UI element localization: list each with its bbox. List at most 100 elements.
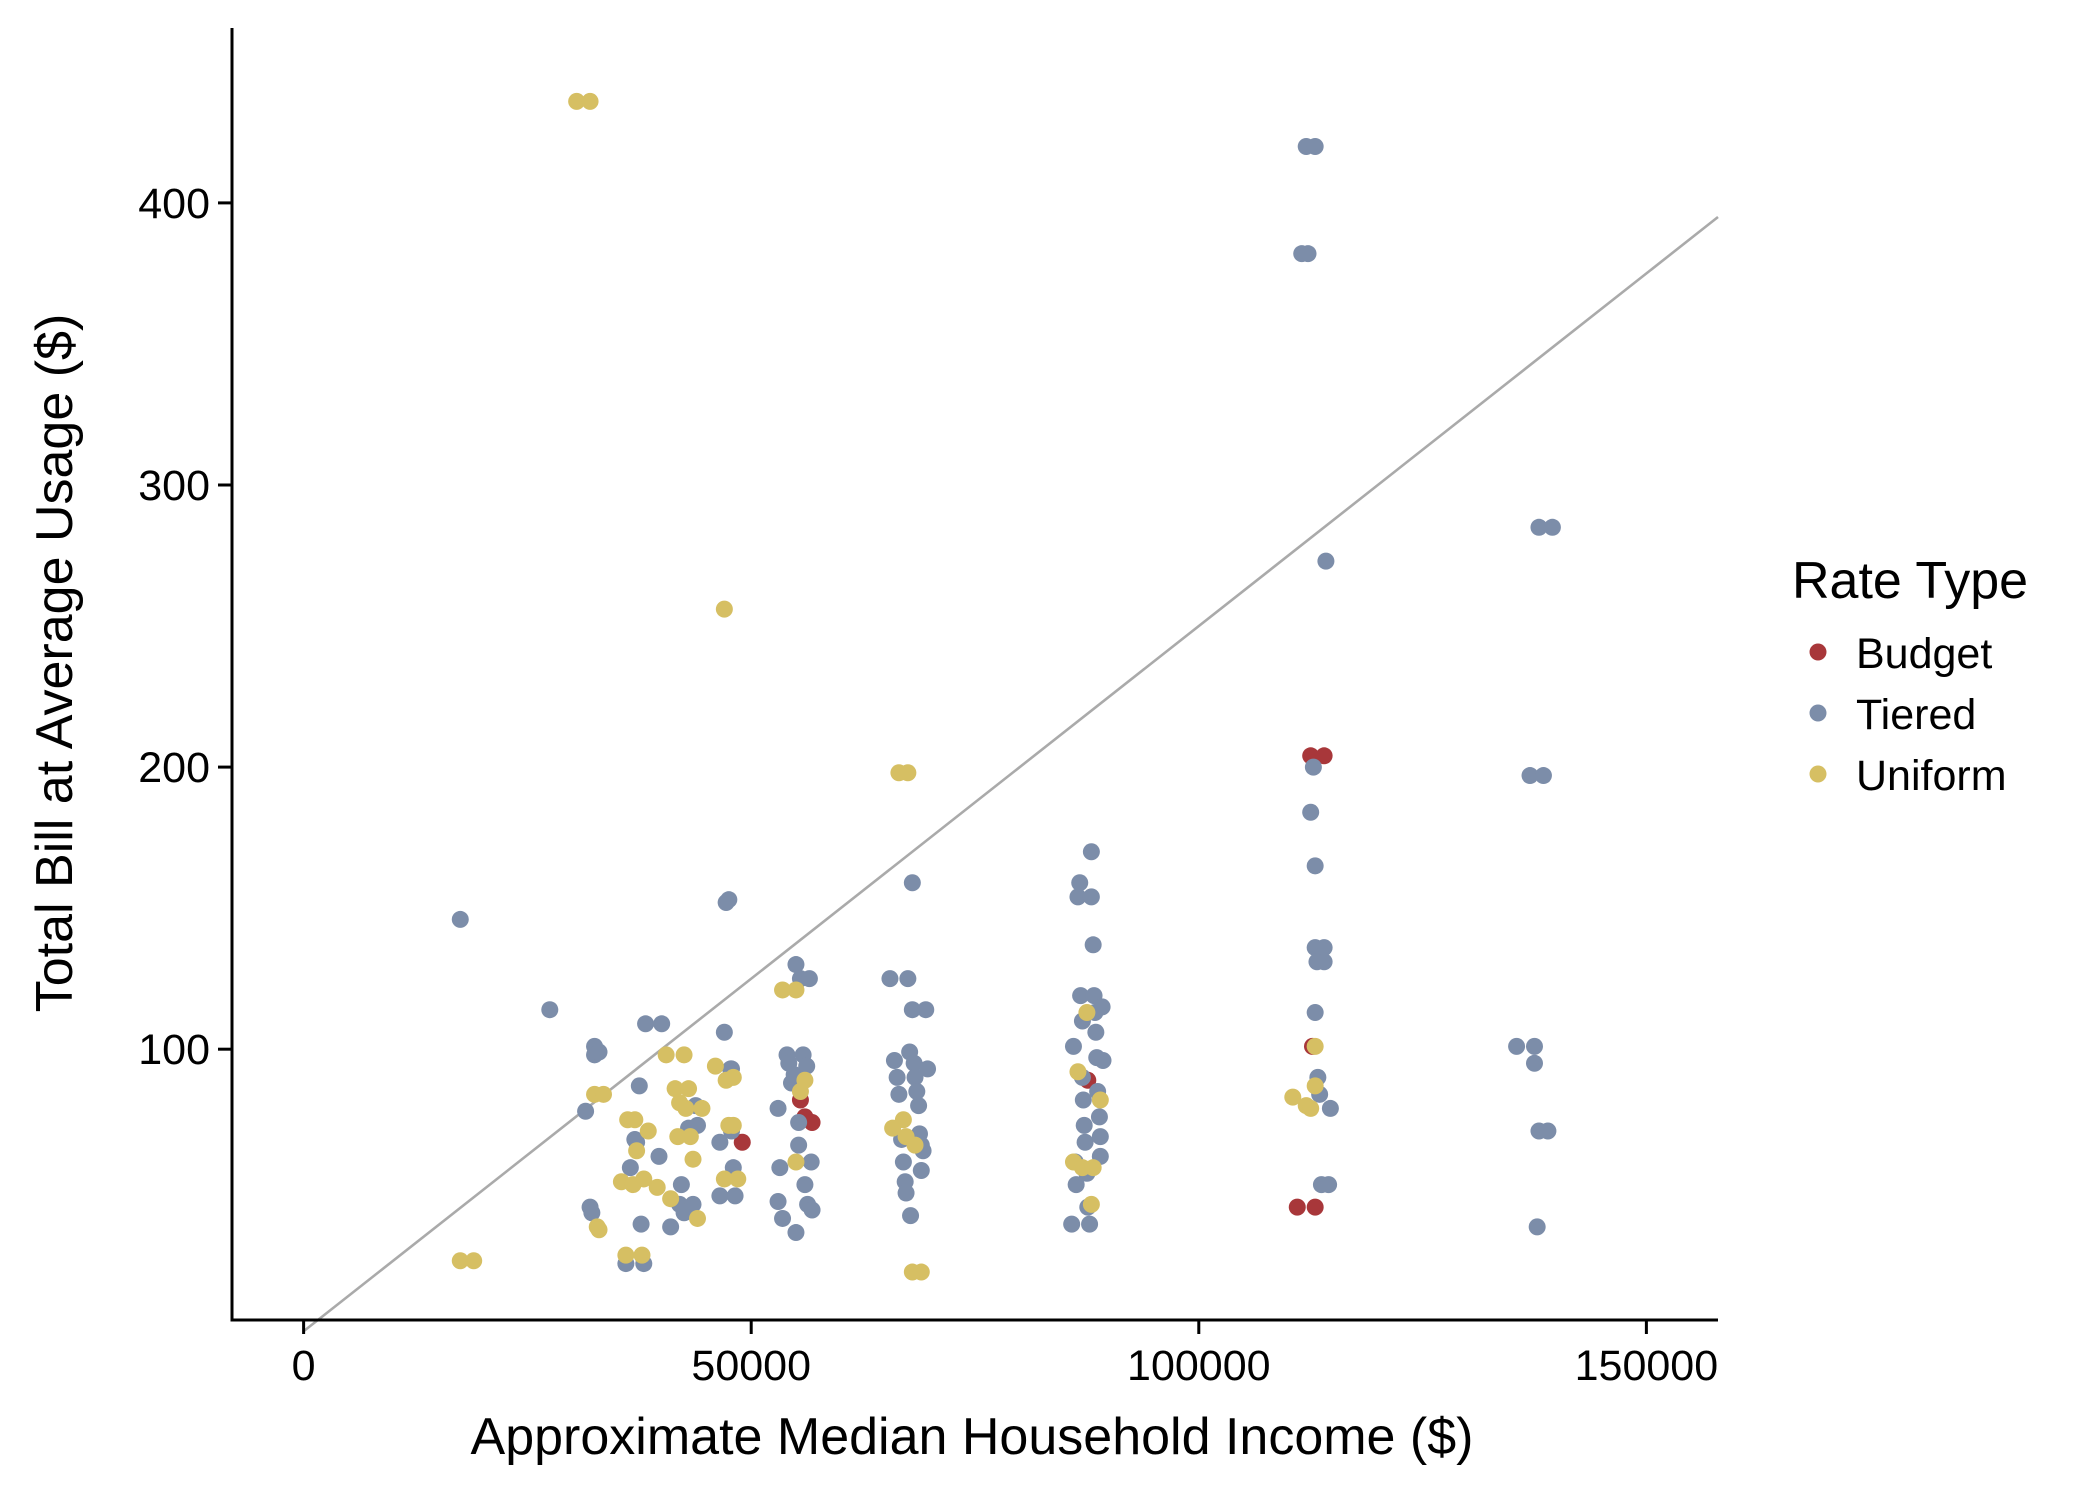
data-point-tiered	[451, 910, 469, 928]
data-point-tiered	[1539, 1122, 1557, 1140]
data-point-uniform	[675, 1046, 693, 1064]
data-point-uniform	[595, 1085, 612, 1103]
data-point-tiered	[1521, 767, 1539, 785]
data-point-tiered	[1084, 936, 1102, 954]
data-point-tiered	[1304, 758, 1322, 776]
data-point-uniform	[669, 1128, 687, 1146]
data-point-uniform	[774, 981, 792, 999]
data-point-tiered	[802, 1153, 820, 1171]
data-point-tiered	[684, 1195, 702, 1213]
data-point-tiered	[1067, 1176, 1085, 1194]
data-point-tiered	[1306, 137, 1324, 155]
data-point-tiered	[1543, 518, 1561, 536]
data-point-tiered	[1321, 1099, 1339, 1117]
data-point-tiered	[1074, 1091, 1092, 1109]
data-point-tiered	[905, 1054, 923, 1072]
data-point-uniform	[1078, 1004, 1096, 1022]
data-point-budget	[1306, 1198, 1324, 1216]
legend-key-budget	[1809, 643, 1827, 661]
data-point-uniform	[590, 1221, 608, 1239]
y-tick-label: 400	[138, 180, 210, 228]
data-point-uniform	[451, 1252, 469, 1270]
data-point-tiered	[1071, 874, 1089, 892]
data-point-tiered	[1076, 1133, 1094, 1151]
data-point-tiered	[653, 1015, 671, 1033]
data-point-tiered	[1306, 1004, 1324, 1022]
data-point-tiered	[1075, 1116, 1093, 1134]
data-point-uniform	[680, 1080, 698, 1098]
data-point-tiered	[1530, 518, 1548, 536]
data-point-tiered	[1306, 857, 1324, 875]
legend: Rate Type Budget Tiered Uniform	[1792, 552, 2028, 800]
data-point-uniform	[666, 1080, 684, 1098]
data-point-uniform	[633, 1246, 651, 1264]
data-point-uniform	[796, 1071, 814, 1089]
data-point-uniform	[628, 1142, 646, 1160]
legend-label-tiered: Tiered	[1856, 691, 1976, 739]
series-uniform	[451, 92, 1324, 1281]
x-tick-label: 100000	[1127, 1342, 1271, 1390]
x-axis-ticks: 0 50000 100000 150000	[292, 1320, 1718, 1390]
data-point-tiered	[1082, 843, 1100, 861]
data-point-tiered	[908, 1083, 926, 1101]
data-point-tiered	[1072, 987, 1090, 1005]
data-point-budget	[1315, 747, 1333, 765]
data-point-tiered	[1081, 1215, 1099, 1233]
data-point-tiered	[1082, 888, 1100, 906]
data-point-uniform	[677, 1099, 695, 1117]
data-point-tiered	[906, 1068, 924, 1086]
data-point-tiered	[630, 1077, 648, 1095]
data-point-tiered	[711, 1187, 729, 1205]
data-point-uniform	[626, 1111, 644, 1129]
data-point-uniform	[1091, 1091, 1109, 1109]
data-point-uniform	[1084, 1159, 1102, 1177]
data-point-uniform	[568, 92, 586, 110]
data-point-uniform	[715, 1170, 733, 1188]
data-point-uniform	[787, 1153, 805, 1171]
data-point-tiered	[894, 1153, 912, 1171]
data-point-uniform	[617, 1246, 635, 1264]
data-point-tiered	[720, 891, 738, 909]
y-tick-label: 100	[138, 1026, 210, 1074]
y-axis-title: Total Bill at Average Usage ($)	[26, 314, 84, 1013]
data-point-uniform	[639, 1122, 657, 1140]
data-point-uniform	[1082, 1195, 1100, 1213]
legend-key-uniform	[1809, 765, 1827, 783]
data-point-uniform	[912, 1263, 930, 1281]
data-point-uniform	[662, 1190, 680, 1208]
data-point-tiered	[590, 1043, 608, 1061]
data-point-uniform	[465, 1252, 483, 1270]
data-point-tiered	[621, 1159, 639, 1177]
data-point-tiered	[912, 1161, 930, 1179]
data-point-tiered	[881, 970, 899, 988]
data-point-uniform	[681, 1128, 699, 1146]
data-point-tiered	[774, 1209, 792, 1227]
data-point-tiered	[771, 1159, 789, 1177]
data-point-tiered	[632, 1215, 650, 1233]
data-point-tiered	[1063, 1215, 1081, 1233]
data-point-uniform	[1284, 1088, 1302, 1106]
x-tick-label: 150000	[1575, 1342, 1719, 1390]
data-point-tiered	[903, 874, 921, 892]
data-point-uniform	[787, 981, 805, 999]
data-point-tiered	[711, 1133, 729, 1151]
data-point-tiered	[1525, 1054, 1543, 1072]
data-point-tiered	[672, 1176, 690, 1194]
data-point-tiered	[541, 1001, 559, 1019]
data-point-tiered	[1069, 888, 1087, 906]
data-point-tiered	[899, 970, 917, 988]
data-point-tiered	[769, 1099, 787, 1117]
series-tiered	[451, 137, 1561, 1273]
data-point-tiered	[1094, 1051, 1112, 1069]
data-point-tiered	[800, 970, 818, 988]
data-point-tiered	[577, 1102, 595, 1120]
data-point-tiered	[1317, 552, 1335, 570]
legend-items: Budget Tiered Uniform	[1809, 630, 2007, 800]
data-point-budget	[803, 1114, 821, 1132]
data-point-uniform	[581, 92, 599, 110]
data-point-tiered	[888, 1068, 906, 1086]
x-tick-label: 0	[292, 1342, 316, 1390]
y-tick-label: 200	[138, 744, 210, 792]
data-point-tiered	[1528, 1218, 1546, 1236]
